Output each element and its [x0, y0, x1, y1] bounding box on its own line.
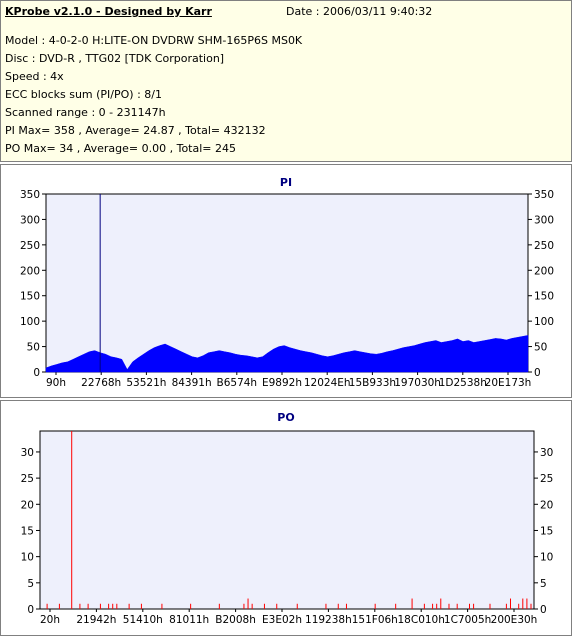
po-ytick-label-right: 20	[540, 499, 553, 511]
pi-xtick-label: 197030h	[394, 377, 441, 389]
po-ytick-label-left: 10	[21, 552, 34, 564]
po-ytick-label-right: 0	[540, 604, 547, 616]
po-ytick-label-left: 20	[21, 499, 34, 511]
pi-ytick-label-left: 250	[20, 240, 40, 252]
pi-xtick-label: 53521h	[126, 377, 166, 389]
po-xtick-label: 200E30h	[491, 614, 538, 626]
po-ytick-label-left: 25	[21, 473, 34, 485]
pi-ytick-label-right: 300	[534, 214, 554, 226]
po-ytick-label-left: 5	[27, 578, 34, 590]
po-xtick-label: 20h	[40, 614, 60, 626]
po-ytick-label-right: 30	[540, 447, 553, 459]
pi-xtick-label: B6574h	[217, 377, 258, 389]
pi-chart-title: PI	[279, 176, 293, 189]
po-ytick-label-right: 25	[540, 473, 553, 485]
pi-chart-panel: PI 0 0 50 50 100 100 150 150 200 200 250 250 300 300 3…	[0, 164, 572, 398]
pi-ytick-label-left: 100	[20, 316, 40, 328]
model-line: Model : 4-0-2-0 H:LITE-ON DVDRW SHM-165P…	[5, 34, 303, 47]
po-ytick-label-left: 0	[27, 604, 34, 616]
pi-ytick-label-right: 200	[534, 265, 554, 277]
po-plot-area	[39, 430, 535, 610]
pi-xtick-label: 22768h	[81, 377, 121, 389]
po-xtick-label: 1C7005h	[444, 614, 491, 626]
pi-xtick-label: 90h	[46, 377, 66, 389]
po-xtick-label: E3E02h	[262, 614, 302, 626]
pi-ytick-label-right: 350	[534, 189, 554, 201]
pi-xtick-label: 20E173h	[485, 377, 532, 389]
pi-ytick-label-right: 150	[534, 291, 554, 303]
disc-line: Disc : DVD-R , TTG02 [TDK Corporation]	[5, 52, 225, 65]
pi-series-area	[45, 335, 529, 373]
po-chart: 0 0 5 5 10 10 15 15 20 20 25 25 30 30 20h 21942h 51410h 8…	[21, 430, 553, 626]
pi-xtick-label: E9892h	[262, 377, 302, 389]
info-panel: KProbe v2.1.0 - Designed by Karr Date : …	[0, 0, 572, 162]
po-xtick-label: 81011h	[169, 614, 209, 626]
po-ytick-label-left: 30	[21, 447, 34, 459]
pi-ytick-label-right: 100	[534, 316, 554, 328]
po-ytick-label-right: 10	[540, 552, 553, 564]
pi-xtick-label: 84391h	[172, 377, 212, 389]
po-ytick-label-right: 15	[540, 525, 553, 537]
range-line: Scanned range : 0 - 231147h	[5, 106, 166, 119]
pi-ytick-label-right: 50	[534, 342, 547, 354]
pi-xtick-label: 12024Eh	[304, 377, 351, 389]
po-chart-title: PO	[277, 411, 295, 424]
po-xtick-label: 119238h	[305, 614, 352, 626]
ecc-line: ECC blocks sum (PI/PO) : 8/1	[5, 88, 162, 101]
pi-xtick-label: 15B933h	[349, 377, 396, 389]
po-xtick-label: 51410h	[123, 614, 163, 626]
pi-ytick-label-right: 0	[534, 367, 541, 379]
po-stats-line: PO Max= 34 , Average= 0.00 , Total= 245	[5, 142, 236, 155]
po-xtick-label: 18C010h	[398, 614, 445, 626]
pi-ytick-label-left: 0	[33, 367, 40, 379]
pi-chart: 0 0 50 50 100 100 150 150 200 200 250 250 300 300 350 3…	[20, 189, 554, 389]
pi-xtick-label: 1D2538h	[439, 377, 487, 389]
app-title: KProbe v2.1.0 - Designed by Karr	[5, 5, 212, 18]
po-xtick-label: 21942h	[76, 614, 116, 626]
pi-ytick-label-left: 350	[20, 189, 40, 201]
po-ytick-label-right: 5	[540, 578, 547, 590]
pi-ytick-label-left: 150	[20, 291, 40, 303]
pi-ytick-label-left: 200	[20, 265, 40, 277]
pi-ytick-label-left: 300	[20, 214, 40, 226]
po-ytick-label-left: 15	[21, 525, 34, 537]
po-xtick-label: 151F06h	[352, 614, 398, 626]
pi-ytick-label-right: 250	[534, 240, 554, 252]
po-chart-panel: PO 0 0 5 5 10 10 15 15 20 20 25 25 30 30 20h 21942h 5141…	[0, 400, 572, 636]
po-xtick-label: B2008h	[215, 614, 256, 626]
pi-ytick-label-left: 50	[27, 342, 40, 354]
scan-date: Date : 2006/03/11 9:40:32	[286, 5, 433, 18]
speed-line: Speed : 4x	[5, 70, 64, 83]
pi-stats-line: PI Max= 358 , Average= 24.87 , Total= 43…	[5, 124, 266, 137]
